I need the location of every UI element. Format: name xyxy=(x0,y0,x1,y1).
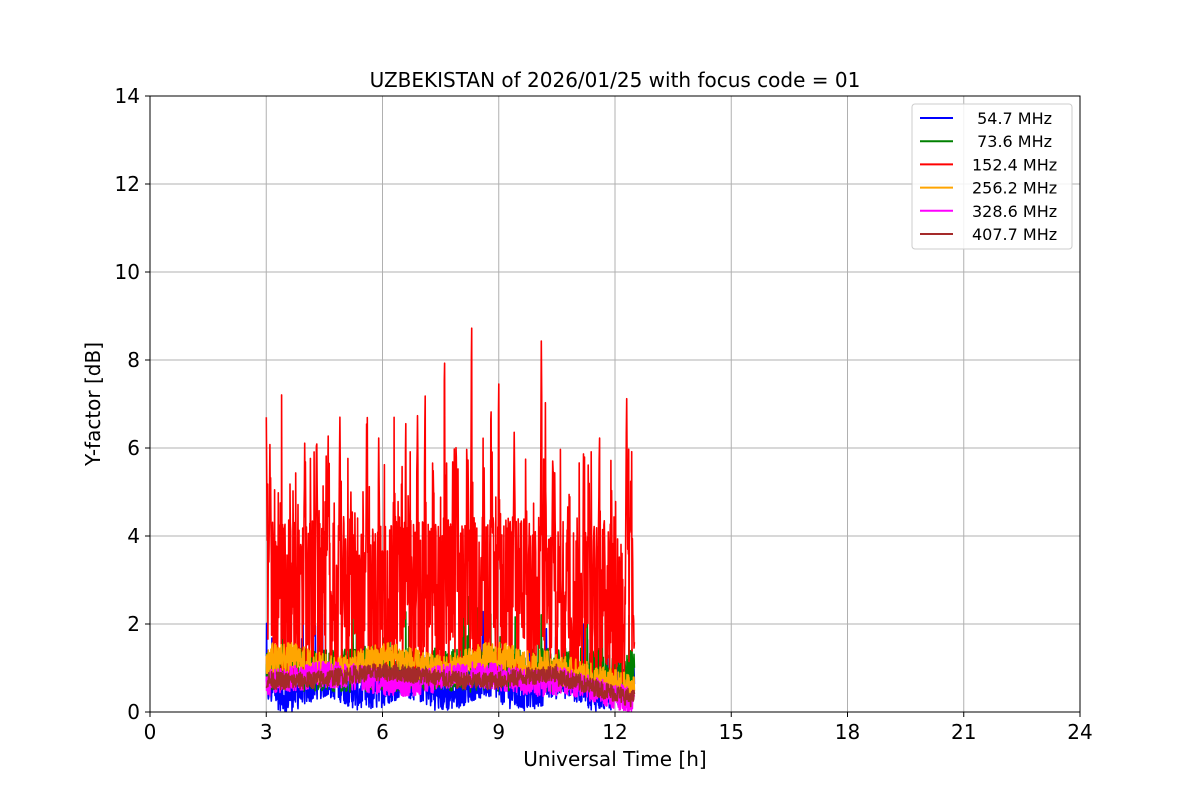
x-tick-label: 21 xyxy=(951,720,976,744)
x-tick-label: 0 xyxy=(144,720,157,744)
series-line xyxy=(265,662,636,708)
series-line xyxy=(265,327,636,688)
x-tick-label: 6 xyxy=(376,720,389,744)
y-tick-label: 14 xyxy=(115,84,140,108)
y-tick-label: 10 xyxy=(115,260,140,284)
legend-label: 54.7 MHz xyxy=(972,109,1052,128)
legend-label: 73.6 MHz xyxy=(972,132,1052,151)
x-tick-label: 9 xyxy=(492,720,505,744)
y-tick-label: 8 xyxy=(127,348,140,372)
x-tick-label: 12 xyxy=(602,720,627,744)
chart-title: UZBEKISTAN of 2026/01/25 with focus code… xyxy=(370,68,861,92)
x-tick-label: 24 xyxy=(1067,720,1092,744)
y-tick-label: 2 xyxy=(127,612,140,636)
x-tick-label: 18 xyxy=(835,720,860,744)
y-tick-label: 4 xyxy=(127,524,140,548)
plot-series xyxy=(265,327,636,712)
legend-label: 328.6 MHz xyxy=(972,202,1057,221)
legend-label: 407.7 MHz xyxy=(972,225,1057,244)
legend-label: 256.2 MHz xyxy=(972,179,1057,198)
legend: 54.7 MHz 73.6 MHz 152.4 MHz 256.2 MHz 328.6… xyxy=(911,103,1073,250)
x-axis-label: Universal Time [h] xyxy=(523,747,706,771)
x-tick-label: 3 xyxy=(260,720,273,744)
y-tick-label: 0 xyxy=(127,700,140,724)
y-tick-label: 6 xyxy=(127,436,140,460)
x-axis: 0 3 6 9 12 15 18 21 24 xyxy=(144,712,1093,744)
y-axis-label: Y-factor [dB] xyxy=(81,342,105,467)
legend-label: 152.4 MHz xyxy=(972,155,1057,174)
y-axis: 0 2 4 6 8 10 12 14 xyxy=(115,84,150,724)
y-tick-label: 12 xyxy=(115,172,140,196)
x-tick-label: 15 xyxy=(719,720,744,744)
